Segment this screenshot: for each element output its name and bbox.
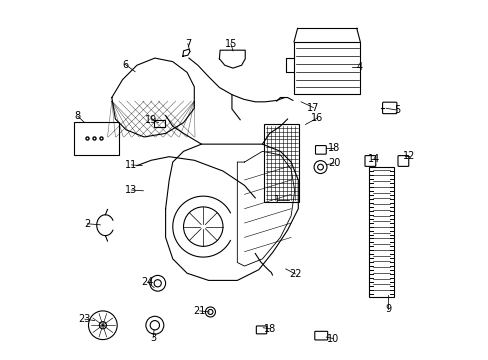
Text: 22: 22: [288, 269, 301, 279]
Bar: [368, 167, 393, 297]
Text: 15: 15: [224, 39, 237, 49]
Bar: [264, 125, 299, 202]
Text: 14: 14: [367, 154, 380, 164]
FancyBboxPatch shape: [256, 326, 266, 334]
Text: 24: 24: [141, 277, 154, 287]
Text: 18: 18: [264, 324, 276, 334]
Text: 1: 1: [273, 195, 279, 205]
Text: 9: 9: [384, 304, 390, 314]
FancyBboxPatch shape: [315, 145, 325, 154]
Text: 11: 11: [125, 160, 138, 170]
Text: 6: 6: [122, 59, 128, 69]
Text: 19: 19: [145, 115, 157, 125]
Text: 23: 23: [79, 314, 91, 324]
Text: 17: 17: [306, 103, 319, 113]
Text: 8: 8: [75, 111, 81, 121]
Text: 7: 7: [184, 39, 191, 49]
FancyBboxPatch shape: [364, 156, 375, 166]
Text: 4: 4: [356, 62, 362, 72]
Text: 13: 13: [125, 185, 138, 195]
Text: 2: 2: [84, 219, 90, 229]
Text: 10: 10: [326, 333, 339, 343]
FancyBboxPatch shape: [382, 102, 396, 114]
Text: 18: 18: [327, 143, 340, 153]
Bar: [74, 122, 119, 155]
Circle shape: [99, 321, 106, 329]
Text: 21: 21: [193, 306, 205, 316]
FancyBboxPatch shape: [397, 156, 408, 166]
FancyBboxPatch shape: [314, 331, 327, 340]
Text: 20: 20: [327, 158, 340, 168]
Text: 12: 12: [402, 150, 414, 161]
Text: 5: 5: [393, 105, 399, 115]
Bar: [293, 42, 360, 94]
Bar: [154, 120, 164, 127]
Text: 16: 16: [310, 113, 323, 123]
Text: 3: 3: [150, 333, 156, 343]
